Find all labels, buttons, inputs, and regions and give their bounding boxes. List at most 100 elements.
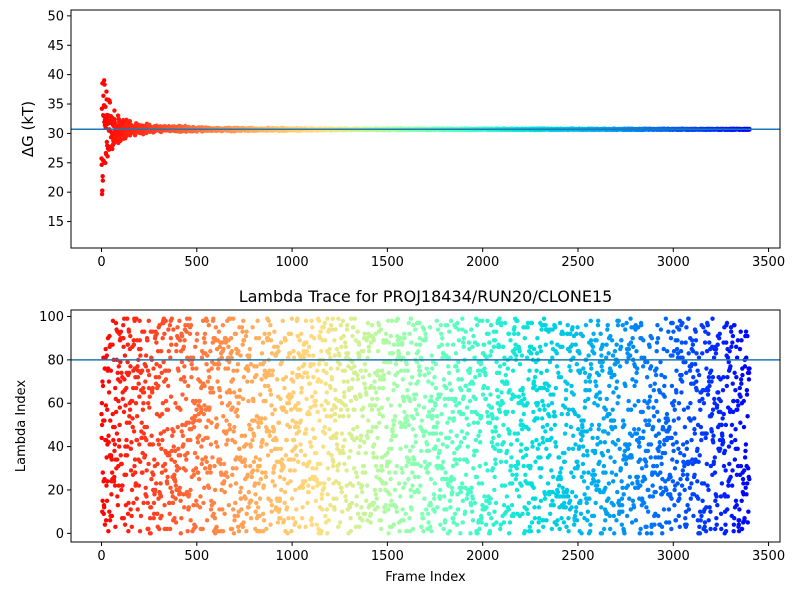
lambda-point	[365, 435, 370, 441]
lambda-point	[215, 444, 220, 449]
lambda-point	[269, 403, 274, 408]
lambda-point	[299, 331, 304, 337]
lambda-point	[182, 338, 187, 343]
lambda-point	[274, 437, 279, 443]
lambda-point	[103, 346, 108, 352]
lambda-point	[370, 424, 376, 430]
lambda-point	[277, 474, 283, 480]
lambda-point	[360, 414, 365, 419]
lambda-point	[163, 377, 169, 382]
lambda-point	[303, 524, 308, 530]
lambda-point	[332, 353, 337, 358]
lambda-point	[188, 322, 194, 328]
delta-g-point	[112, 120, 118, 125]
lambda-point	[248, 362, 254, 367]
lambda-point	[387, 459, 392, 464]
lambda-point	[344, 483, 349, 488]
lambda-point	[304, 340, 309, 345]
lambda-point	[293, 487, 298, 493]
lambda-point	[133, 470, 138, 475]
lambda-point	[333, 388, 338, 393]
lambda-point	[117, 405, 122, 410]
delta-g-point	[121, 117, 126, 123]
lambda-point	[352, 364, 357, 369]
lambda-point	[321, 485, 327, 490]
lambda-point	[145, 368, 151, 373]
lambda-point	[289, 496, 295, 501]
lambda-point	[357, 353, 362, 358]
lambda-point	[364, 483, 370, 488]
lambda-point	[261, 518, 267, 523]
lambda-point	[310, 485, 316, 490]
lambda-point	[143, 379, 148, 384]
lambda-point	[208, 442, 214, 447]
lambda-point	[194, 498, 199, 504]
lambda-point	[173, 520, 179, 525]
lambda-point	[270, 479, 275, 484]
lambda-point	[295, 333, 301, 339]
lambda-point	[233, 481, 239, 486]
lambda-point	[327, 427, 332, 432]
lambda-point	[220, 507, 225, 512]
lambda-point	[220, 322, 226, 328]
lambda-point	[225, 366, 231, 371]
lambda-point	[378, 327, 384, 332]
lambda-point	[393, 433, 398, 438]
lambda-point	[230, 466, 236, 471]
lambda-point	[240, 342, 245, 347]
lambda-point	[351, 466, 357, 471]
lambda-point	[110, 411, 115, 417]
lambda-point	[247, 422, 252, 428]
delta-g-point	[104, 139, 110, 145]
lambda-point	[299, 390, 304, 395]
lambda-point	[166, 368, 172, 373]
lambda-point	[170, 500, 176, 506]
lambda-point	[258, 476, 264, 482]
lambda-point	[295, 424, 301, 430]
lambda-point	[144, 468, 149, 473]
lambda-point	[393, 470, 398, 475]
lambda-point	[128, 468, 134, 473]
lambda-point	[330, 316, 336, 321]
lambda-point	[301, 461, 306, 467]
lambda-point	[379, 405, 385, 410]
lambda-point	[278, 446, 284, 451]
lambda-point	[199, 444, 204, 449]
x-tick-label: 500	[184, 255, 209, 270]
lambda-point	[356, 481, 361, 486]
delta-g-point	[102, 82, 107, 87]
lambda-point	[333, 327, 338, 332]
lambda-point	[115, 502, 121, 508]
lambda-point	[204, 318, 210, 324]
lambda-point	[173, 479, 178, 484]
lambda-point	[201, 411, 207, 417]
lambda-point	[137, 459, 143, 464]
lambda-point	[283, 338, 288, 343]
lambda-point	[394, 383, 400, 389]
lambda-point	[168, 485, 173, 490]
lambda-point	[127, 414, 132, 419]
lambda-point	[199, 461, 204, 467]
lambda-point	[167, 500, 172, 506]
lambda-point	[154, 340, 159, 345]
lambda-point	[391, 522, 397, 527]
lambda-point	[334, 435, 339, 441]
lambda-point	[210, 390, 216, 395]
lambda-point	[371, 500, 377, 506]
lambda-point	[361, 463, 367, 469]
lambda-point	[151, 500, 157, 506]
lambda-point	[295, 316, 300, 321]
lambda-point	[197, 398, 202, 404]
lambda-point	[292, 468, 297, 473]
lambda-point	[365, 429, 371, 434]
lambda-point	[259, 377, 264, 382]
lambda-point	[347, 505, 353, 510]
lambda-point	[319, 496, 325, 501]
lambda-point	[111, 479, 117, 484]
lambda-point	[293, 420, 299, 425]
lambda-point	[141, 401, 146, 406]
lambda-point	[188, 518, 193, 523]
lambda-point	[121, 344, 126, 350]
lambda-point	[351, 427, 356, 432]
lambda-point	[290, 370, 295, 376]
